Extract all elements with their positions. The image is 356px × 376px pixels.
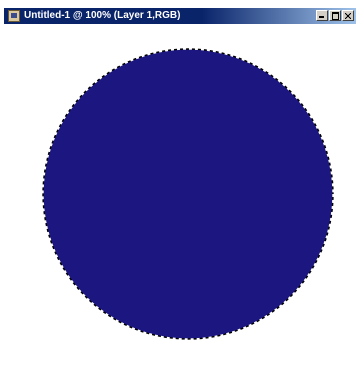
- document-canvas[interactable]: [0, 24, 356, 376]
- maximize-icon[interactable]: [329, 10, 341, 21]
- close-icon[interactable]: [342, 10, 354, 21]
- window-title: Untitled-1 @ 100% (Layer 1,RGB): [24, 10, 181, 21]
- selection-marquee-dark: [42, 48, 334, 340]
- canvas-artwork: [42, 48, 334, 340]
- minimize-icon[interactable]: [316, 10, 328, 21]
- document-icon[interactable]: [8, 10, 20, 22]
- window-controls: [315, 10, 354, 21]
- circle-shape: [43, 49, 333, 339]
- title-bar[interactable]: Untitled-1 @ 100% (Layer 1,RGB): [4, 8, 356, 24]
